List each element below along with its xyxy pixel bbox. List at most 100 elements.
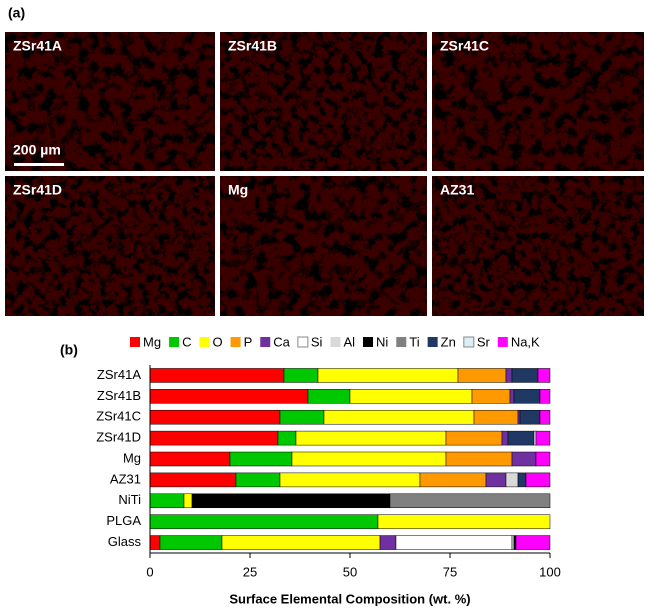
bar-segment [221,535,381,550]
bar-segment [349,389,473,404]
legend-label: P [244,334,253,349]
bar-segment [511,451,537,467]
bar-segment [149,472,237,488]
bar-segment [149,430,279,446]
bar-segment [307,389,351,404]
legend-swatch [297,336,309,348]
x-tick-label: 25 [243,564,257,579]
legend-label: Al [343,334,355,349]
x-tick-label: 75 [443,564,457,579]
bar-segment [149,368,285,383]
category-label: ZSr41D [96,430,141,445]
bar-segment [457,368,507,383]
legend-swatch [230,337,241,347]
legend-swatch [169,337,180,347]
micrograph-signal [432,176,644,316]
bar-segment [505,368,513,383]
legend-label: C [182,334,191,349]
bar-segment [279,409,325,425]
micrograph-signal [432,32,644,171]
bar-segment [525,472,551,488]
bar-segment [535,451,551,467]
image-label: ZSr41C [440,38,489,54]
legend-swatch [363,337,373,347]
panel-label: (b) [60,342,78,358]
legend-label: Ca [273,334,290,349]
x-tick-label: 50 [343,564,357,579]
image-label: AZ31 [440,182,474,198]
legend-swatch [396,337,407,347]
legend-swatch [199,337,210,347]
legend-label: Si [311,334,323,349]
micrograph-signal [5,176,215,316]
legend-swatch [427,337,438,347]
bar-segment [507,430,535,446]
legend-label: Ti [409,334,419,349]
legend-label: Sr [477,334,491,349]
category-label: ZSr41A [97,367,141,382]
legend-swatch [260,337,271,347]
x-tick-label: 0 [146,564,153,579]
bar-segment [235,472,281,488]
x-axis-title: Surface Elemental Composition (wt. %) [229,591,470,606]
legend-label: Ni [376,334,388,349]
bar-segment [191,493,391,509]
bar-segment [471,389,511,404]
bar-segment [149,514,379,529]
bar-segment [509,389,515,404]
bar-segment [149,389,309,404]
bar-segment [517,409,521,425]
image-label: ZSr41D [13,182,62,198]
image-label: ZSr41A [13,38,62,54]
bar-segment [519,409,541,425]
micrograph-signal [220,32,427,171]
category-label: ZSr41B [97,388,141,403]
bar-segment [149,409,281,425]
bar-segment [515,535,551,550]
legend-swatch [130,337,140,347]
bar-segment [149,451,231,467]
bar-segment [511,368,539,383]
bar-segment [283,368,319,383]
bar-segment [295,430,447,446]
image-label: ZSr41B [228,38,277,54]
micrograph-signal [220,176,427,316]
bar-segment [229,451,293,467]
bar-segment [505,472,519,488]
bar-segment [419,472,487,488]
bar-segment [277,430,297,446]
bar-segment [377,514,551,529]
bar-segment [533,430,537,446]
bar-segment [395,535,513,550]
category-label: PLGA [106,513,141,528]
scale-bar-label: 200 µm [13,142,61,158]
bar-segment [485,472,507,488]
bar-segment [159,535,223,550]
bar-segment [539,409,551,425]
legend-swatch [330,337,341,347]
bar-segment [389,493,551,509]
category-label: Glass [108,534,142,549]
legend-swatch [497,337,508,347]
bar-segment [291,451,447,467]
bar-segment [517,472,527,488]
scale-bar [14,163,64,166]
bar-segment [445,451,513,467]
bar-segment [149,493,185,509]
category-label: NiTi [118,492,141,507]
bar-segment [323,409,475,425]
bar-segment [279,472,421,488]
legend-label: Mg [143,334,161,349]
category-label: AZ31 [110,471,141,486]
legend-label: O [212,334,222,349]
legend-label: Na,K [511,334,540,349]
bar-segment [513,535,517,550]
bar-segment [535,430,551,446]
x-tick-label: 100 [539,564,561,579]
legend-label: Zn [441,334,456,349]
bar-segment [511,535,515,550]
bar-segment [445,430,503,446]
bar-segment [473,409,519,425]
bar-segment [501,430,509,446]
